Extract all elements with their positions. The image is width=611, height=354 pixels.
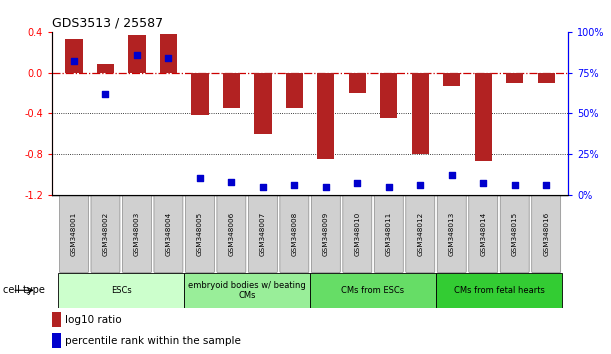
Bar (317, 73, 334, 159)
Text: percentile rank within the sample: percentile rank within the sample (65, 336, 241, 346)
Bar (286, 73, 303, 108)
FancyBboxPatch shape (469, 195, 498, 273)
Bar (223, 73, 240, 108)
Bar (538, 73, 555, 83)
Point (447, 172, 456, 178)
Point (290, 182, 299, 188)
FancyBboxPatch shape (437, 195, 466, 273)
Bar (58, 273, 184, 308)
FancyBboxPatch shape (154, 195, 183, 273)
Bar (97, 64, 114, 73)
Text: GSM348015: GSM348015 (511, 211, 518, 256)
Point (132, 52, 142, 57)
Text: GSM348005: GSM348005 (197, 211, 203, 256)
Bar (310, 273, 436, 308)
Point (227, 179, 236, 184)
Bar (65, 39, 82, 73)
Text: GSM348016: GSM348016 (543, 211, 549, 256)
FancyBboxPatch shape (375, 195, 403, 273)
Text: GSM348014: GSM348014 (480, 211, 486, 256)
Bar (254, 73, 271, 133)
Point (384, 184, 393, 189)
Text: log10 ratio: log10 ratio (65, 315, 122, 325)
Text: GSM348007: GSM348007 (260, 211, 266, 256)
Point (195, 176, 205, 181)
Point (478, 181, 488, 186)
Point (510, 182, 519, 188)
Bar (52, 312, 61, 327)
Bar (191, 73, 208, 115)
Text: CMs from ESCs: CMs from ESCs (342, 286, 404, 295)
FancyBboxPatch shape (185, 195, 214, 273)
Bar (159, 34, 177, 73)
FancyBboxPatch shape (312, 195, 340, 273)
Bar (349, 73, 366, 93)
Text: GSM348008: GSM348008 (291, 211, 298, 256)
FancyBboxPatch shape (280, 195, 309, 273)
Text: GSM348003: GSM348003 (134, 211, 140, 256)
Point (258, 184, 268, 189)
Bar (128, 35, 145, 73)
Bar (184, 273, 310, 308)
Text: GSM348010: GSM348010 (354, 211, 360, 256)
Text: ESCs: ESCs (111, 286, 131, 295)
Bar (475, 73, 492, 161)
Point (541, 182, 551, 188)
Text: GSM348002: GSM348002 (103, 211, 109, 256)
FancyBboxPatch shape (343, 195, 371, 273)
Bar (443, 73, 461, 86)
Text: GSM348004: GSM348004 (166, 211, 172, 256)
FancyBboxPatch shape (249, 195, 277, 273)
Text: CMs from fetal hearts: CMs from fetal hearts (453, 286, 544, 295)
Point (321, 184, 331, 189)
Text: GSM348011: GSM348011 (386, 211, 392, 256)
Text: GSM348013: GSM348013 (448, 211, 455, 256)
FancyBboxPatch shape (122, 195, 152, 273)
Point (164, 55, 174, 61)
Point (69, 58, 79, 64)
Point (101, 91, 111, 97)
Text: GSM348012: GSM348012 (417, 211, 423, 256)
FancyBboxPatch shape (91, 195, 120, 273)
Point (415, 182, 425, 188)
Text: GSM348009: GSM348009 (323, 211, 329, 256)
FancyBboxPatch shape (532, 195, 561, 273)
Bar (506, 73, 524, 83)
Bar (436, 273, 562, 308)
Text: cell type: cell type (3, 285, 45, 295)
FancyBboxPatch shape (406, 195, 435, 273)
Bar (412, 73, 429, 154)
Bar (380, 73, 397, 118)
Text: embryoid bodies w/ beating
CMs: embryoid bodies w/ beating CMs (188, 281, 306, 300)
FancyBboxPatch shape (217, 195, 246, 273)
FancyBboxPatch shape (59, 195, 89, 273)
Bar (52, 333, 61, 348)
Text: GDS3513 / 25587: GDS3513 / 25587 (52, 16, 163, 29)
Point (353, 181, 362, 186)
Text: GSM348006: GSM348006 (229, 211, 235, 256)
Text: GSM348001: GSM348001 (71, 211, 77, 256)
FancyBboxPatch shape (500, 195, 529, 273)
